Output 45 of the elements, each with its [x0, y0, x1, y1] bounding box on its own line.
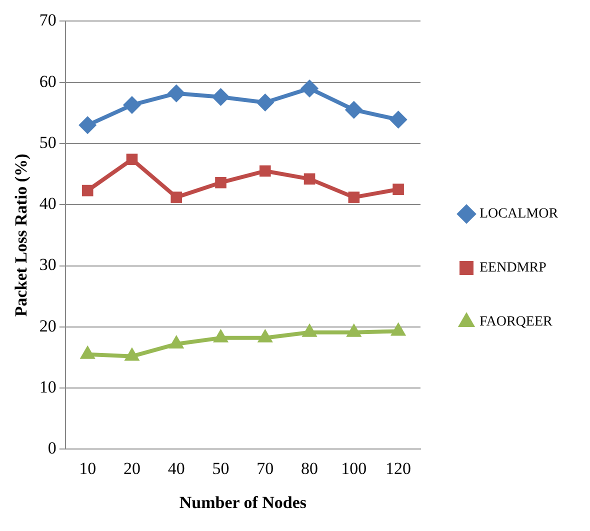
point — [304, 173, 316, 185]
point — [390, 322, 406, 336]
legend-label: EENDMRP — [480, 260, 547, 276]
x-tick-label: 70 — [256, 458, 274, 478]
x-tick-label: 40 — [168, 458, 185, 478]
point — [212, 328, 229, 342]
point — [170, 192, 182, 203]
x-tick-label: 120 — [386, 458, 412, 478]
point — [122, 96, 141, 114]
legend-label: LOCALMOR — [480, 206, 559, 222]
point — [300, 79, 319, 98]
point — [212, 88, 230, 106]
y-axis-title: Packet Loss Ratio (%) — [12, 154, 31, 317]
point — [126, 154, 138, 166]
y-tick-label: 50 — [39, 132, 56, 152]
x-tick-label: 20 — [123, 458, 140, 478]
point — [346, 323, 362, 337]
point — [80, 345, 96, 359]
y-tick-label: 60 — [39, 72, 56, 91]
point — [302, 323, 318, 337]
point — [389, 110, 408, 129]
x-tick-label: 50 — [212, 458, 230, 478]
point — [168, 335, 184, 349]
point — [124, 347, 140, 361]
y-tick-label: 70 — [39, 10, 56, 30]
point — [167, 84, 186, 102]
point — [257, 328, 273, 342]
point — [348, 192, 360, 203]
point — [259, 165, 271, 177]
y-tick-label: 40 — [39, 194, 56, 214]
y-tick-label: 10 — [39, 378, 56, 397]
legend-label: FAORQEER — [480, 314, 554, 330]
x-axis-title: Number of Nodes — [179, 493, 307, 512]
point — [256, 94, 274, 112]
x-tick-label: 100 — [341, 458, 367, 478]
point — [392, 184, 404, 195]
point — [215, 176, 226, 188]
point — [82, 184, 94, 196]
y-tick-label: 0 — [48, 438, 56, 458]
y-tick-label: 20 — [39, 316, 56, 336]
x-tick-label: 80 — [301, 458, 318, 478]
point — [344, 100, 363, 119]
x-tick-label: 10 — [79, 458, 96, 478]
y-tick-label: 30 — [39, 255, 56, 274]
point — [78, 116, 97, 134]
